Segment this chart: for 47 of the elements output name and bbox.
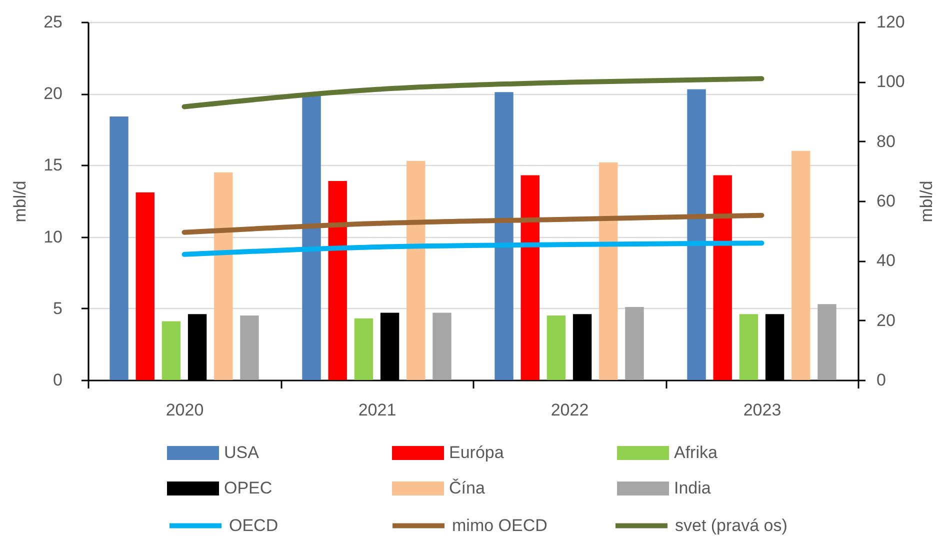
x-tick-label: 2022: [550, 400, 589, 420]
y2-axis-title: mbl/d: [916, 180, 936, 222]
bar: [792, 150, 810, 380]
bar: [494, 92, 514, 380]
legend-label: Európa: [449, 443, 504, 462]
legend-label: OECD: [229, 516, 278, 535]
y-axis-title: mbl/d: [10, 180, 30, 222]
x-tick-label: 2023: [743, 400, 782, 420]
bar: [432, 312, 452, 380]
y2-tick-label: 20: [876, 310, 896, 330]
x-tick-label: 2020: [166, 400, 204, 420]
y2-tick-label: 0: [876, 370, 886, 390]
y-tick-label: 10: [44, 227, 62, 246]
legend-label: India: [674, 478, 712, 498]
y-tick-label: 0: [53, 370, 62, 390]
x-tick-label: 2021: [358, 400, 396, 420]
bar: [354, 318, 374, 380]
bar: [713, 175, 732, 380]
y2-tick-label: 120: [876, 12, 905, 32]
y2-tick-label: 60: [876, 192, 896, 210]
y2-tick-label: 80: [876, 132, 896, 151]
legend-label: Afrika: [674, 443, 718, 462]
legend-label: OPEC: [224, 478, 272, 498]
y2-tick-label: 100: [876, 72, 905, 92]
legend-label: mimo OECD: [452, 516, 548, 535]
bar: [625, 306, 644, 380]
bar: [214, 172, 233, 380]
bar: [162, 321, 181, 380]
bar: [110, 116, 128, 380]
bar: [818, 304, 836, 380]
y-tick-label: 15: [44, 156, 62, 175]
bar: [687, 89, 706, 380]
y-tick-label: 20: [44, 84, 62, 104]
y2-tick-label: 40: [876, 251, 896, 270]
bar: [136, 192, 154, 380]
bar: [599, 162, 618, 380]
legend-label: Čína: [449, 478, 486, 498]
bar: [328, 180, 347, 380]
bar: [240, 316, 259, 380]
bar: [546, 316, 566, 380]
bar: [406, 160, 426, 380]
bar: [739, 314, 758, 380]
y-tick-label: 25: [44, 12, 62, 32]
bar: [520, 175, 540, 380]
legend-label: svet (pravá os): [675, 516, 788, 535]
legend-label: USA: [224, 443, 260, 462]
y-tick-label: 5: [53, 298, 62, 318]
